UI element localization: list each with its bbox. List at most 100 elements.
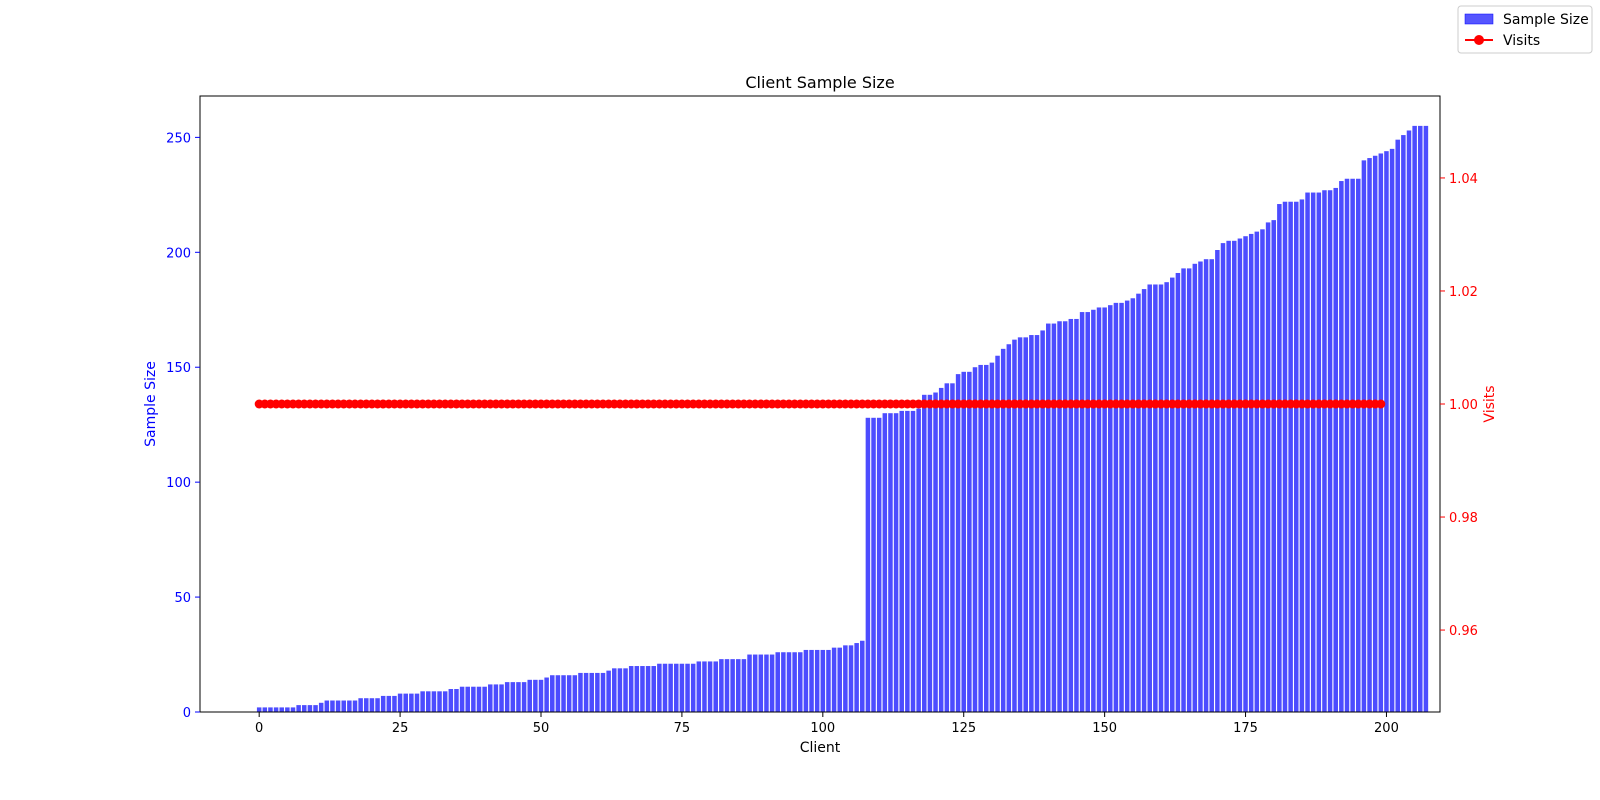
bar (786, 652, 792, 712)
bar (414, 693, 420, 712)
bar (1271, 220, 1276, 713)
x-tick-label: 175 (1233, 721, 1258, 736)
bar (561, 675, 566, 712)
bar (972, 367, 978, 712)
bar (358, 698, 363, 712)
bar (1361, 160, 1367, 712)
bar (1012, 339, 1017, 712)
visits-series (254, 399, 1386, 409)
y-axis-label: Sample Size (143, 361, 159, 447)
bar (1401, 135, 1406, 712)
bar (1260, 229, 1265, 713)
bar (1418, 125, 1423, 712)
legend: Sample Size Visits (1457, 5, 1593, 54)
bar (752, 654, 758, 712)
bar (583, 672, 589, 712)
bar (674, 663, 679, 712)
x-tick-label: 50 (533, 721, 550, 736)
bar (1220, 243, 1226, 712)
bar (493, 684, 499, 712)
bar (1406, 130, 1412, 713)
y-tick-label: 150 (166, 361, 191, 376)
bar (1141, 289, 1147, 712)
bar (335, 700, 341, 712)
bar (995, 355, 1000, 712)
y-axis-ticks: 0 50 100 150 200 250 (166, 131, 200, 721)
bar (369, 698, 375, 712)
bar (876, 417, 882, 712)
bar (386, 695, 392, 712)
bar (707, 661, 713, 712)
bar (826, 649, 831, 712)
bar (690, 663, 696, 712)
bar (550, 675, 555, 712)
bar (724, 659, 730, 712)
bar (741, 659, 747, 712)
bar (318, 702, 324, 712)
bar (1350, 178, 1355, 712)
bar (634, 666, 640, 712)
bar (510, 682, 516, 712)
bar (1091, 309, 1096, 712)
bar (347, 700, 352, 712)
bar (426, 691, 431, 712)
bar (1299, 199, 1305, 712)
bar (296, 705, 301, 712)
bar (600, 672, 606, 712)
bar (967, 371, 972, 712)
bar (521, 682, 527, 712)
bar (1085, 312, 1090, 712)
bar (448, 689, 454, 712)
bar (792, 652, 797, 712)
bar (1136, 293, 1141, 712)
bar (747, 654, 752, 712)
bar (1186, 268, 1192, 712)
bar (471, 686, 476, 712)
bar (268, 707, 273, 712)
bar (702, 661, 707, 712)
bar (1175, 272, 1181, 712)
y-tick-label: 100 (166, 476, 191, 491)
bar (1102, 307, 1107, 712)
bar (437, 691, 442, 712)
bar (544, 677, 549, 712)
bar (380, 695, 386, 712)
bar (1243, 236, 1248, 712)
bar (330, 700, 335, 712)
bar (1310, 192, 1316, 713)
bar (1254, 231, 1260, 712)
bar (961, 371, 966, 712)
bar (730, 659, 735, 712)
x-axis-label: Client (800, 740, 841, 756)
x-tick-label: 0 (255, 721, 263, 736)
bar (899, 410, 904, 712)
bar (307, 705, 313, 712)
bar (758, 654, 764, 712)
bar (375, 698, 380, 712)
bar (1237, 238, 1243, 713)
bar (933, 392, 938, 712)
bar (285, 707, 290, 712)
bar (1265, 222, 1271, 712)
bar (465, 686, 470, 712)
bar (1327, 190, 1333, 713)
bar (1170, 277, 1175, 712)
bar (454, 689, 459, 712)
bar (341, 700, 346, 712)
bar (476, 686, 482, 712)
bar (1147, 284, 1152, 712)
bar (922, 394, 927, 712)
visits-point (1376, 399, 1386, 409)
bar (403, 693, 408, 712)
bar (290, 707, 296, 712)
bar (679, 663, 685, 712)
bar (651, 666, 656, 712)
bar (1367, 158, 1372, 713)
bar (578, 672, 583, 712)
bar (843, 645, 848, 712)
bar (713, 661, 718, 712)
y2-tick-label: 1.04 (1449, 172, 1478, 187)
bar (324, 700, 330, 712)
bar (1057, 321, 1062, 712)
bar (1124, 300, 1130, 712)
